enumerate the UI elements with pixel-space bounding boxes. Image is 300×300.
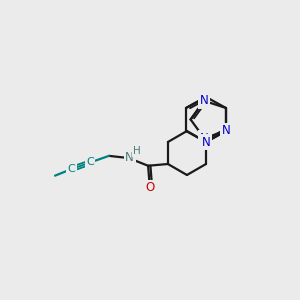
Text: N: N (222, 124, 230, 137)
Text: N: N (200, 94, 208, 107)
Text: N: N (125, 151, 134, 164)
Text: N: N (202, 136, 210, 148)
Text: C: C (86, 158, 94, 167)
Text: C: C (68, 164, 75, 174)
Text: N: N (200, 132, 208, 145)
Text: O: O (145, 181, 154, 194)
Text: H: H (133, 146, 141, 156)
Text: N: N (202, 136, 210, 148)
